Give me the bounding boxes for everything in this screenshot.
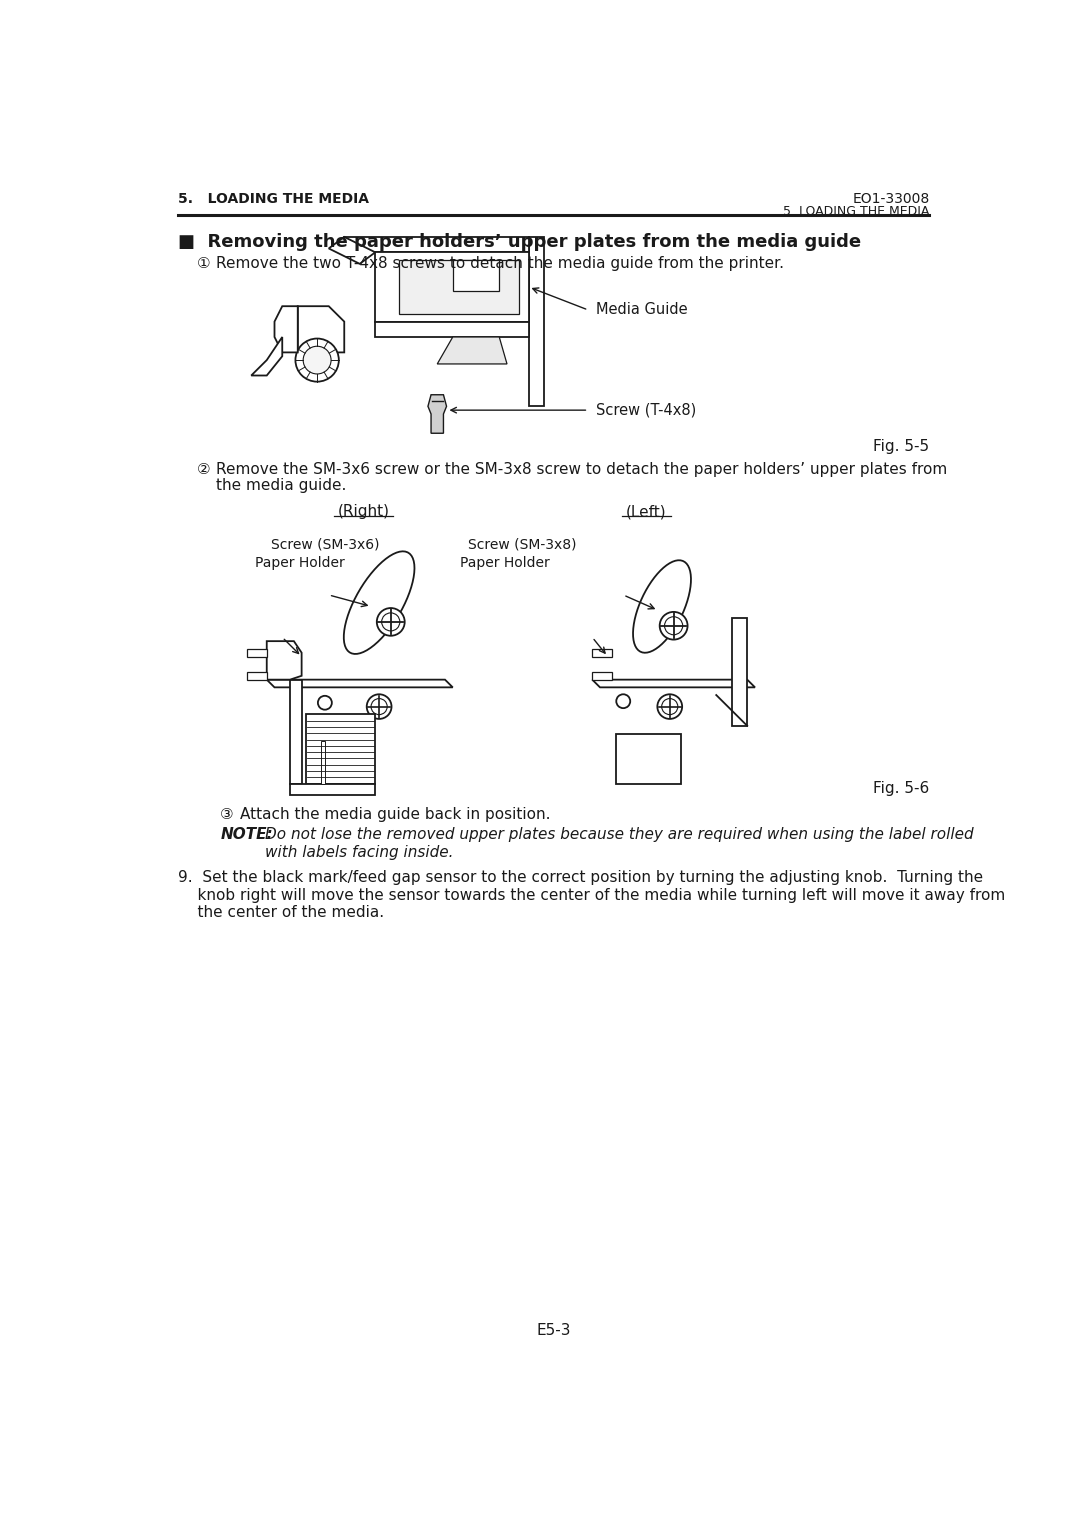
Text: the media guide.: the media guide. — [216, 477, 347, 493]
Polygon shape — [343, 552, 415, 654]
Bar — [306, 714, 375, 784]
Polygon shape — [437, 337, 507, 364]
Text: 5. LOADING THE MEDIA: 5. LOADING THE MEDIA — [783, 204, 930, 218]
Circle shape — [367, 694, 392, 718]
Polygon shape — [345, 236, 529, 252]
Text: Removing the paper holders’ upper plates from the media guide: Removing the paper holders’ upper plates… — [194, 233, 861, 252]
Text: ③: ③ — [220, 807, 234, 822]
Polygon shape — [291, 784, 375, 795]
Polygon shape — [267, 680, 453, 688]
Text: Attach the media guide back in position.: Attach the media guide back in position. — [240, 807, 550, 822]
Text: Fig. 5-6: Fig. 5-6 — [873, 781, 930, 796]
Polygon shape — [267, 640, 301, 680]
Circle shape — [377, 608, 405, 636]
Text: ■: ■ — [177, 233, 194, 252]
Circle shape — [318, 695, 332, 709]
Text: Paper Holder: Paper Holder — [460, 557, 550, 570]
Circle shape — [372, 698, 388, 715]
Polygon shape — [633, 560, 691, 653]
Polygon shape — [298, 307, 345, 352]
Polygon shape — [592, 648, 611, 657]
Text: ②: ② — [197, 462, 211, 477]
Circle shape — [381, 613, 400, 631]
Circle shape — [662, 698, 678, 715]
Polygon shape — [453, 259, 499, 291]
Polygon shape — [247, 648, 267, 657]
Circle shape — [296, 339, 339, 381]
Circle shape — [660, 612, 688, 639]
Text: Fig. 5-5: Fig. 5-5 — [874, 439, 930, 453]
Text: Do not lose the removed upper plates because they are required when using the la: Do not lose the removed upper plates bec… — [266, 827, 974, 842]
Circle shape — [617, 694, 631, 708]
Text: 5.   LOADING THE MEDIA: 5. LOADING THE MEDIA — [177, 192, 368, 206]
Text: Paper Holder: Paper Holder — [255, 557, 345, 570]
Polygon shape — [592, 673, 611, 680]
Polygon shape — [732, 618, 747, 726]
Polygon shape — [399, 259, 518, 314]
Polygon shape — [321, 741, 325, 784]
Text: 9.  Set the black mark/feed gap sensor to the correct position by turning the ad: 9. Set the black mark/feed gap sensor to… — [177, 869, 983, 884]
Polygon shape — [529, 236, 544, 406]
Polygon shape — [291, 680, 301, 784]
Polygon shape — [592, 680, 755, 688]
Polygon shape — [375, 322, 529, 337]
Text: knob right will move the sensor towards the center of the media while turning le: knob right will move the sensor towards … — [177, 888, 1004, 903]
Text: with labels facing inside.: with labels facing inside. — [266, 845, 454, 860]
Text: EO1-33008: EO1-33008 — [852, 192, 930, 206]
Text: E5-3: E5-3 — [537, 1322, 570, 1337]
Circle shape — [303, 346, 332, 374]
Circle shape — [658, 694, 683, 718]
Polygon shape — [375, 252, 529, 322]
Polygon shape — [274, 307, 298, 352]
Text: Remove the SM-3x6 screw or the SM-3x8 screw to detach the paper holders’ upper p: Remove the SM-3x6 screw or the SM-3x8 sc… — [216, 462, 947, 477]
Text: NOTE:: NOTE: — [220, 827, 273, 842]
Bar — [616, 734, 681, 784]
Text: Screw (T-4x8): Screw (T-4x8) — [596, 403, 697, 418]
Polygon shape — [328, 236, 375, 264]
Text: (Right): (Right) — [338, 505, 390, 518]
Text: Remove the two T-4x8 screws to detach the media guide from the printer.: Remove the two T-4x8 screws to detach th… — [216, 256, 784, 271]
Text: Screw (SM-3x8): Screw (SM-3x8) — [469, 537, 577, 551]
Polygon shape — [428, 395, 446, 433]
Circle shape — [664, 616, 683, 634]
Text: Media Guide: Media Guide — [596, 302, 688, 317]
Polygon shape — [252, 337, 282, 375]
Text: (Left): (Left) — [626, 505, 666, 518]
Polygon shape — [247, 673, 267, 680]
Text: the center of the media.: the center of the media. — [177, 906, 383, 920]
Text: ①: ① — [197, 256, 211, 271]
Text: Screw (SM-3x6): Screw (SM-3x6) — [271, 537, 379, 551]
